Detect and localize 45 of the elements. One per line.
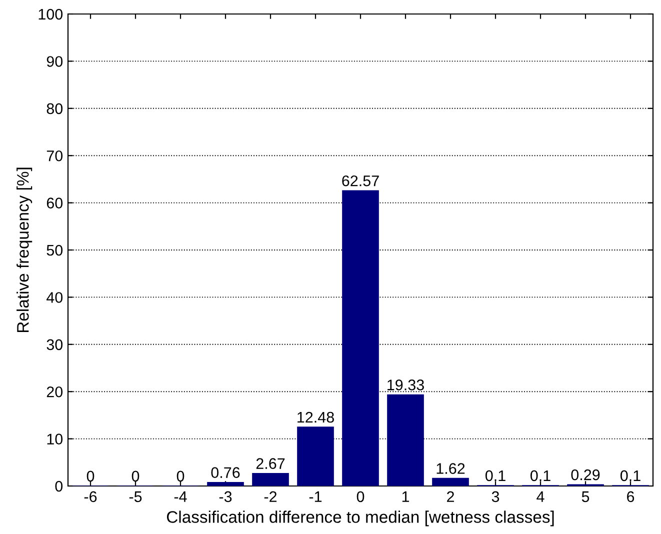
y-tick-label: 20 (46, 386, 63, 398)
bar (432, 478, 469, 486)
y-tick-label: 100 (38, 8, 63, 20)
data-label: 62.57 (342, 175, 379, 186)
x-tick-label: 0 (356, 491, 364, 502)
data-label: 0 (86, 470, 94, 482)
data-label: 0.1 (620, 470, 640, 482)
x-tick-label: 6 (627, 491, 634, 502)
x-tick-label: -4 (174, 491, 187, 502)
x-tick-label: -3 (219, 491, 232, 502)
y-tick-label: 30 (46, 339, 63, 350)
x-tick-label: -6 (84, 491, 97, 502)
data-label: 19.33 (388, 380, 424, 390)
data-label: 0 (176, 470, 184, 482)
y-tick-label: 50 (46, 244, 63, 256)
y-tick-label: 0 (55, 480, 63, 492)
bar (252, 472, 289, 486)
bar (297, 426, 334, 486)
y-tick-label: 60 (46, 198, 63, 208)
bar (387, 394, 424, 486)
x-tick-label: 1 (402, 491, 410, 502)
x-tick-label: -1 (309, 491, 322, 502)
x-tick-label: 4 (536, 491, 544, 502)
y-tick-label: 10 (47, 434, 63, 444)
data-label: 2.67 (256, 458, 285, 469)
x-tick-label: -5 (129, 491, 142, 502)
y-tick-label: 90 (46, 56, 63, 67)
data-label: 12.48 (298, 412, 334, 423)
data-label: 0 (132, 470, 140, 482)
bar (342, 190, 379, 486)
x-tick-label: -2 (264, 491, 277, 502)
x-tick-label: 2 (447, 491, 454, 502)
x-tick-label: 5 (582, 491, 590, 502)
bar (207, 482, 244, 486)
data-label: 0.76 (211, 467, 240, 478)
y-axis-title: Relative frequency [%] (16, 168, 32, 332)
y-tick-label: 40 (46, 292, 63, 303)
y-tick-label: 80 (46, 103, 63, 114)
data-label: 1.62 (436, 463, 465, 474)
x-tick-label: 3 (492, 491, 500, 502)
x-axis-title: Classification difference to median [wetness classes] (166, 510, 554, 526)
data-label: 0.29 (571, 469, 600, 480)
data-label: 0.1 (485, 470, 506, 482)
y-tick-label: 70 (46, 150, 63, 162)
data-label: 0.1 (530, 470, 550, 482)
